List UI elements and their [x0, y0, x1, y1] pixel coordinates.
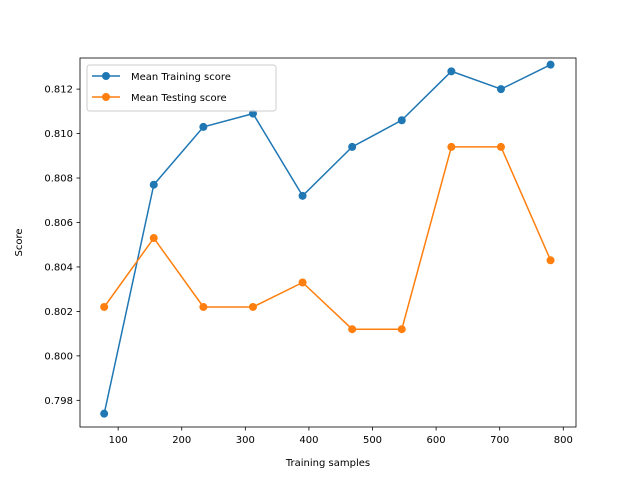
data-point [199, 122, 208, 131]
y-tick-label: 0.802 [44, 307, 73, 318]
data-point [248, 109, 257, 118]
y-tick-label: 0.810 [44, 129, 73, 140]
y-tick-label: 0.806 [44, 218, 73, 229]
data-point [348, 142, 357, 151]
y-tick-label: 0.808 [44, 174, 73, 185]
series-layer [100, 60, 555, 418]
x-tick-label: 200 [172, 435, 191, 446]
data-point [248, 302, 257, 311]
series-line-2 [103, 146, 552, 330]
x-tick-label: 700 [490, 435, 509, 446]
x-tick-label: 800 [554, 435, 573, 446]
x-axis-ticks: 100 200 300 400 500 600 700 800 [109, 427, 573, 446]
legend-swatch-marker [102, 72, 110, 80]
y-tick-label: 0.800 [44, 351, 73, 362]
data-point [298, 278, 307, 287]
data-point [496, 85, 505, 94]
x-tick-label: 500 [363, 435, 382, 446]
legend-swatch-marker [102, 93, 110, 101]
data-point [348, 325, 357, 334]
x-tick-label: 400 [299, 435, 318, 446]
data-point [397, 116, 406, 125]
y-axis-label: Score [14, 228, 25, 256]
data-point [546, 60, 555, 69]
data-point [447, 142, 456, 151]
data-point [149, 234, 158, 243]
x-axis-label: Training samples [285, 458, 370, 469]
data-point [397, 325, 406, 334]
data-point [100, 409, 109, 418]
data-point [199, 302, 208, 311]
data-point [496, 142, 505, 151]
plot-frame [79, 57, 577, 428]
data-point [546, 256, 555, 265]
data-point [447, 67, 456, 76]
x-tick-label: 100 [109, 435, 128, 446]
data-point [100, 302, 109, 311]
data-point [298, 191, 307, 200]
legend-label: Mean Testing score [131, 93, 227, 104]
x-tick-label: 300 [236, 435, 255, 446]
y-tick-label: 0.804 [44, 262, 73, 273]
y-tick-label: 0.812 [44, 85, 73, 96]
series-line-1 [103, 64, 551, 414]
legend: Mean Training score Mean Testing score [86, 64, 277, 112]
y-tick-label: 0.798 [44, 396, 73, 407]
data-point [149, 180, 158, 189]
legend-box [86, 64, 277, 112]
y-axis-ticks: 0.798 0.800 0.802 0.804 0.806 0.808 0.810 0.812 [44, 85, 80, 407]
x-tick-label: 600 [427, 435, 446, 446]
legend-label: Mean Training score [131, 72, 231, 83]
